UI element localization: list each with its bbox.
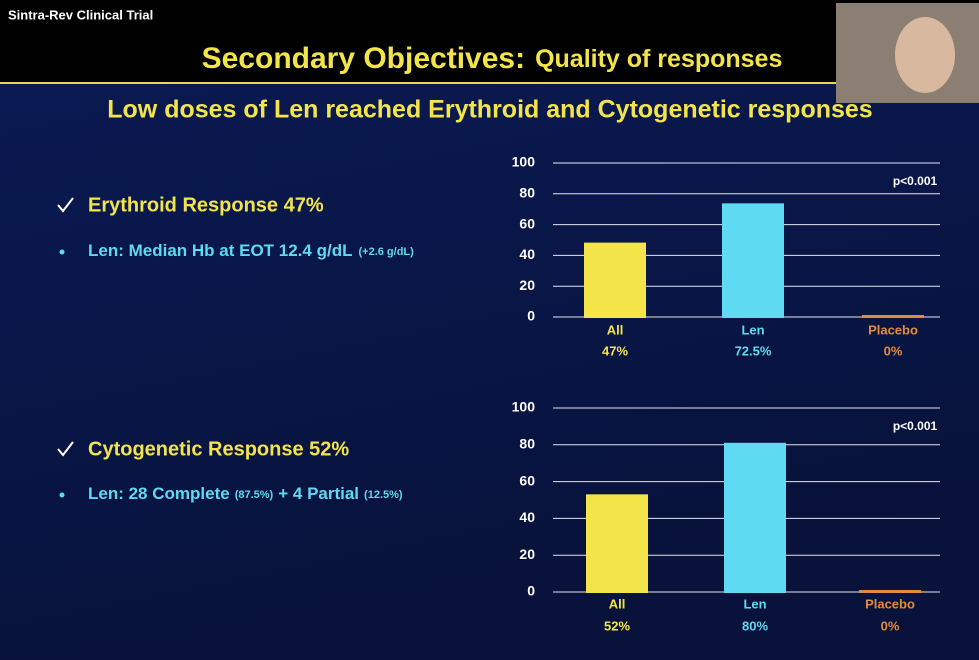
x-tick-label: Placebo	[868, 322, 918, 337]
detail-note: (87.5%)	[235, 489, 274, 501]
check-icon	[57, 197, 74, 213]
x-tick-label: Placebo	[865, 596, 915, 611]
y-tick-label: 80	[519, 185, 535, 201]
bullet-heading: Erythroid Response 47%	[88, 194, 324, 216]
bullet-heading: Cytogenetic Response 52%	[88, 438, 349, 460]
value-label: 0%	[881, 618, 900, 633]
bar	[722, 203, 784, 319]
subtitle: Low doses of Len reached Erythroid and C…	[107, 96, 872, 124]
title-sub: Quality of responses	[535, 45, 782, 73]
x-tick-label: Len	[741, 322, 764, 337]
bullet-detail: Len: Median Hb at EOT 12.4 g/dL (+2.6 g/d…	[88, 241, 414, 260]
y-tick-label: 0	[527, 308, 535, 324]
header-label: Sintra-Rev Clinical Trial	[8, 7, 153, 22]
annotation: p<0.001	[893, 174, 938, 188]
value-label: 72.5%	[735, 343, 772, 358]
y-tick-label: 40	[519, 509, 535, 525]
value-label: 52%	[604, 618, 630, 633]
value-label: 47%	[602, 343, 628, 358]
x-tick-label: All	[607, 322, 624, 337]
bar	[586, 494, 648, 594]
bullet-dot	[59, 492, 65, 498]
x-tick-label: All	[609, 596, 626, 611]
bullet-detail: Len: 28 Complete (87.5%) + 4 Partial (12.5%…	[88, 484, 403, 503]
webcam-face	[895, 17, 955, 93]
detail-note: (12.5%)	[364, 489, 403, 501]
detail-text: Len: Median Hb at EOT 12.4 g/dL	[88, 241, 352, 260]
y-tick-label: 0	[527, 583, 535, 599]
y-tick-label: 20	[519, 546, 535, 562]
detail-text: + 4 Partial	[278, 484, 359, 503]
y-tick-label: 40	[519, 246, 535, 262]
value-label: 0%	[884, 343, 903, 358]
y-tick-label: 60	[519, 215, 535, 231]
y-tick-label: 100	[512, 154, 536, 170]
x-tick-label: Len	[743, 596, 766, 611]
check-icon	[57, 441, 74, 457]
y-tick-label: 20	[519, 277, 535, 293]
detail-note: (+2.6 g/dL)	[358, 246, 414, 258]
y-tick-label: 100	[512, 399, 536, 415]
value-label: 80%	[742, 618, 768, 633]
header-band	[0, 0, 979, 82]
y-tick-label: 60	[519, 472, 535, 488]
bullet-dot	[59, 249, 65, 255]
annotation: p<0.001	[893, 419, 938, 433]
bar	[584, 242, 646, 318]
bar	[724, 442, 786, 593]
bar	[862, 315, 924, 318]
title-main: Secondary Objectives:	[202, 42, 525, 75]
y-tick-label: 80	[519, 436, 535, 452]
bar	[859, 590, 921, 593]
detail-text: Len: 28 Complete	[88, 484, 230, 503]
title: Secondary Objectives: Quality of response…	[202, 42, 783, 75]
